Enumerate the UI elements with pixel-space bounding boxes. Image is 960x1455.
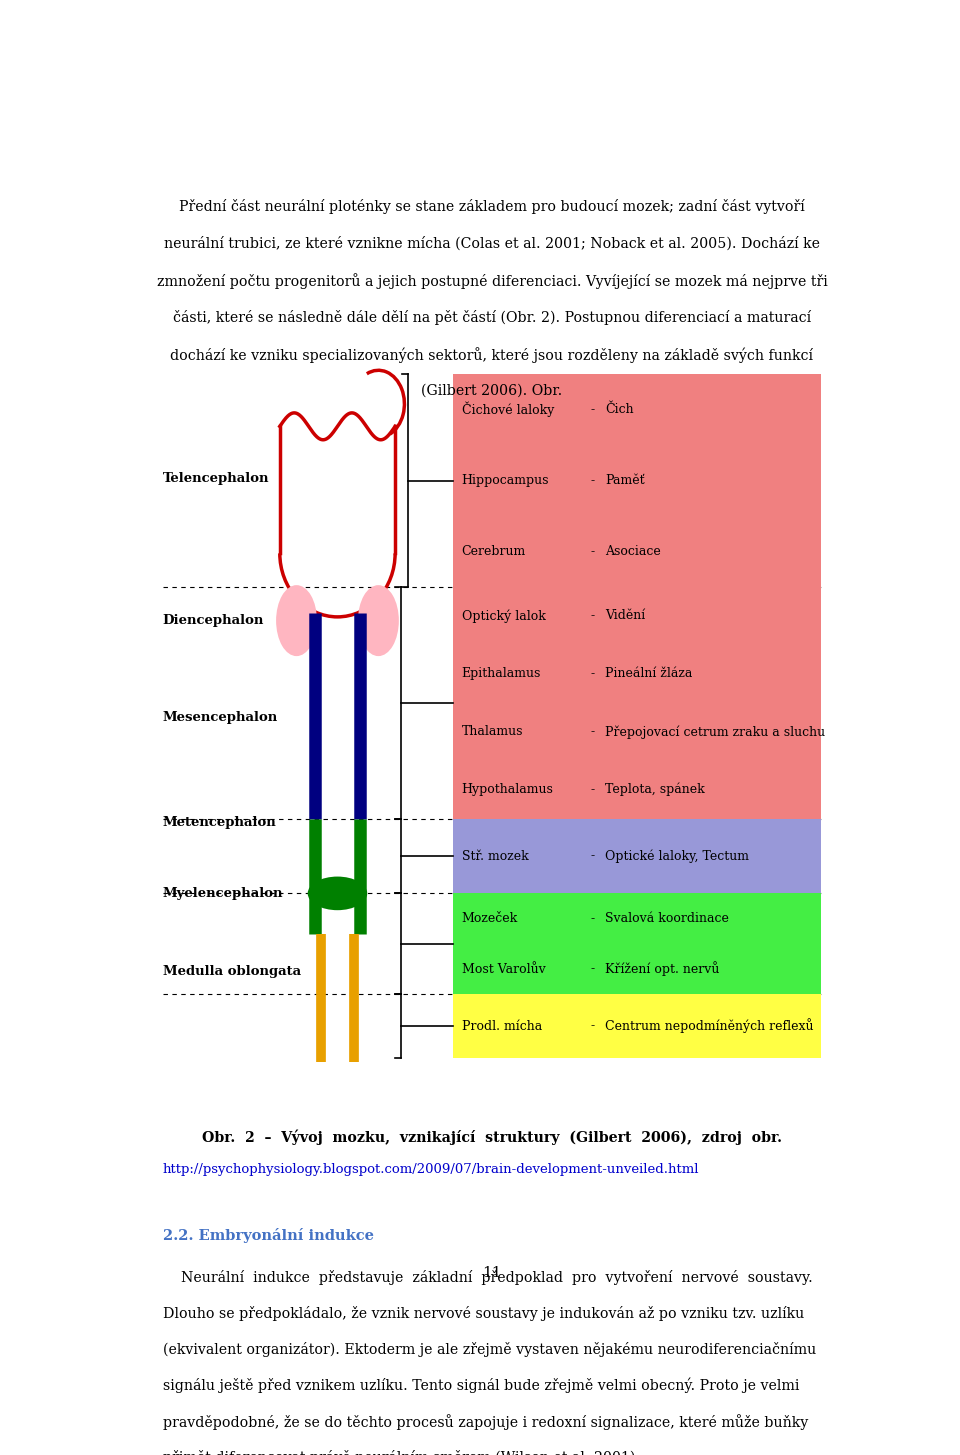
Ellipse shape <box>276 585 317 656</box>
Text: části, které se následně dále dělí na pět částí (Obr. 2). Postupnou diferenciací: části, které se následně dále dělí na pě… <box>173 310 811 324</box>
Text: Thalamus: Thalamus <box>462 725 523 738</box>
Text: Telencephalon: Telencephalon <box>162 471 269 485</box>
Text: neurální trubici, ze které vznikne mícha (Colas et al. 2001; Noback et al. 2005): neurální trubici, ze které vznikne mícha… <box>164 236 820 250</box>
Bar <box>453 586 822 819</box>
Text: 2.2. Embryonální indukce: 2.2. Embryonální indukce <box>162 1228 373 1243</box>
Text: -: - <box>590 725 594 738</box>
Text: Optické laloky, Tectum: Optické laloky, Tectum <box>606 850 750 863</box>
Text: Čichové laloky: Čichové laloky <box>462 402 554 418</box>
Text: -: - <box>590 912 594 925</box>
Text: (Gilbert 2006). Obr.: (Gilbert 2006). Obr. <box>421 384 563 399</box>
Text: Optický lalok: Optický lalok <box>462 610 545 623</box>
Text: zmnožení počtu progenitorů a jejich postupné diferenciaci. Vyvíjející se mozek m: zmnožení počtu progenitorů a jejich post… <box>156 274 828 290</box>
Text: Most Varolův: Most Varolův <box>462 963 545 975</box>
Text: -: - <box>590 610 594 623</box>
Text: -: - <box>590 668 594 681</box>
Text: Neurální  indukce  představuje  základní  předpoklad  pro  vytvoření  nervové  s: Neurální indukce představuje základní př… <box>162 1270 812 1285</box>
Text: pravděpodobné, že se do těchto procesů zapojuje i redoxní signalizace, které můž: pravděpodobné, že se do těchto procesů z… <box>162 1414 808 1430</box>
Text: -: - <box>590 963 594 975</box>
Bar <box>453 994 822 1058</box>
Text: Hippocampus: Hippocampus <box>462 474 549 487</box>
Text: Stř. mozek: Stř. mozek <box>462 850 528 863</box>
Text: Hypothalamus: Hypothalamus <box>462 783 554 796</box>
Text: -: - <box>590 403 594 416</box>
Ellipse shape <box>308 876 368 911</box>
Text: (ekvivalent organizátor). Ektoderm je ale zřejmě vystaven nějakému neurodiferenc: (ekvivalent organizátor). Ektoderm je al… <box>162 1342 816 1358</box>
Text: Cerebrum: Cerebrum <box>462 546 526 559</box>
Text: Pineální žláza: Pineální žláza <box>606 668 693 681</box>
Text: Dlouho se předpokládalo, že vznik nervové soustavy je indukován až po vzniku tzv: Dlouho se předpokládalo, že vznik nervov… <box>162 1307 804 1321</box>
Ellipse shape <box>358 585 398 656</box>
Text: -: - <box>590 546 594 559</box>
Text: Přední část neurální ploténky se stane základem pro budoucí mozek; zadní část vy: Přední část neurální ploténky se stane z… <box>180 199 804 214</box>
Bar <box>453 893 822 994</box>
Text: -: - <box>590 783 594 796</box>
Text: Diencephalon: Diencephalon <box>162 614 264 627</box>
Text: Svalová koordinace: Svalová koordinace <box>606 912 730 925</box>
Text: Asociace: Asociace <box>606 546 661 559</box>
Text: dochází ke vzniku specializovaných sektorů, které jsou rozděleny na základě svýc: dochází ke vzniku specializovaných sekto… <box>171 348 813 362</box>
Text: Vidění: Vidění <box>606 610 645 623</box>
Text: přimět diferencovat právě neurálním směrem (Wilson et al. 2001).: přimět diferencovat právě neurálním směr… <box>162 1449 639 1455</box>
Text: Centrum nepodmíněných reflexů: Centrum nepodmíněných reflexů <box>606 1018 814 1033</box>
Text: Teplota, spánek: Teplota, spánek <box>606 783 705 796</box>
Text: Epithalamus: Epithalamus <box>462 668 541 681</box>
Bar <box>453 374 822 586</box>
Text: -: - <box>590 474 594 487</box>
Text: Medulla oblongata: Medulla oblongata <box>162 965 300 978</box>
Text: Mozeček: Mozeček <box>462 912 518 925</box>
Text: Obr.  2  –  Vývoj  mozku,  vznikající  struktury  (Gilbert  2006),  zdroj  obr.: Obr. 2 – Vývoj mozku, vznikající struktu… <box>202 1129 782 1145</box>
Bar <box>453 819 822 893</box>
Text: -: - <box>590 850 594 863</box>
Text: signálu ještě před vznikem uzlíku. Tento signál bude zřejmě velmi obecný. Proto : signálu ještě před vznikem uzlíku. Tento… <box>162 1378 799 1394</box>
Text: Čich: Čich <box>606 403 634 416</box>
Text: Mesencephalon: Mesencephalon <box>162 711 277 725</box>
Text: Metencephalon: Metencephalon <box>162 816 276 829</box>
Text: Přepojovací cetrum zraku a sluchu: Přepojovací cetrum zraku a sluchu <box>606 725 826 739</box>
Text: Paměť: Paměť <box>606 474 645 487</box>
Text: -: - <box>590 1020 594 1033</box>
Text: Myelencephalon: Myelencephalon <box>162 888 283 899</box>
Text: 11: 11 <box>482 1266 502 1280</box>
Text: Prodl. mícha: Prodl. mícha <box>462 1020 542 1033</box>
Text: http://psychophysiology.blogspot.com/2009/07/brain-development-unveiled.html: http://psychophysiology.blogspot.com/200… <box>162 1163 699 1176</box>
Text: Křížení opt. nervů: Křížení opt. nervů <box>606 962 720 976</box>
